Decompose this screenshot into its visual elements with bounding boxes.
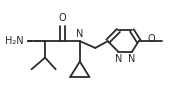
Text: N: N — [115, 54, 122, 64]
Text: H₂N: H₂N — [5, 36, 24, 46]
Text: O: O — [59, 13, 66, 23]
Text: N: N — [128, 54, 136, 64]
Text: O: O — [147, 34, 155, 44]
Text: N: N — [76, 29, 83, 39]
